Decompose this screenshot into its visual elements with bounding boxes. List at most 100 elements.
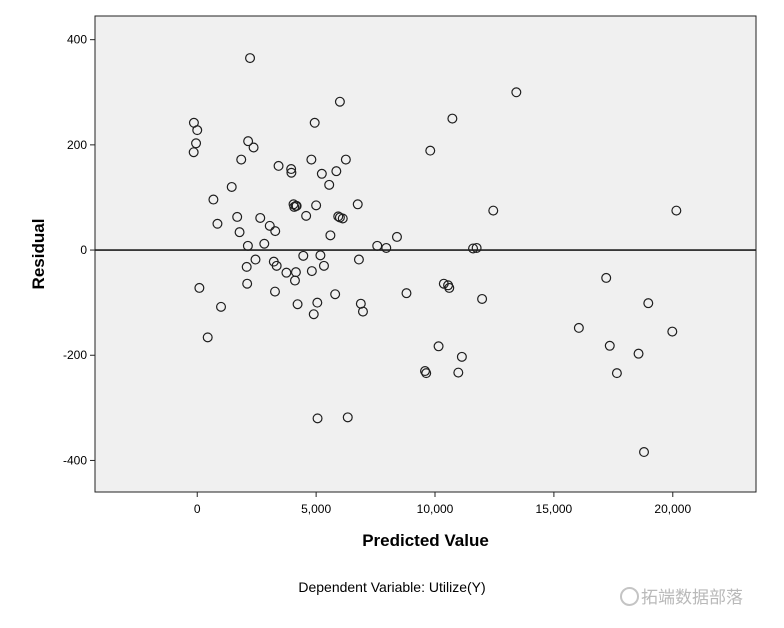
y-tick-label: 200 bbox=[67, 138, 87, 152]
data-point bbox=[667, 326, 678, 337]
watermark-text: 拓端数据部落 bbox=[641, 588, 743, 608]
data-point bbox=[468, 243, 479, 254]
plot-area bbox=[94, 15, 757, 493]
data-point bbox=[671, 205, 682, 216]
x-tick-label: 5,000 bbox=[301, 502, 331, 516]
data-point bbox=[330, 289, 341, 300]
data-point bbox=[308, 309, 319, 320]
data-point bbox=[433, 341, 444, 352]
data-point bbox=[271, 260, 282, 271]
data-point bbox=[444, 282, 455, 293]
data-point bbox=[401, 288, 412, 299]
data-point bbox=[273, 160, 284, 171]
data-point bbox=[334, 96, 345, 107]
data-point bbox=[331, 166, 342, 177]
data-point bbox=[604, 340, 615, 351]
data-point bbox=[298, 250, 309, 261]
data-point bbox=[188, 147, 199, 158]
data-point bbox=[318, 260, 329, 271]
x-axis-title: Predicted Value bbox=[362, 531, 489, 550]
data-point bbox=[194, 282, 205, 293]
data-point bbox=[250, 254, 261, 265]
data-point bbox=[447, 113, 458, 124]
data-point bbox=[453, 367, 464, 378]
data-point bbox=[381, 242, 392, 253]
data-point bbox=[212, 218, 223, 229]
data-point bbox=[471, 242, 482, 253]
data-point bbox=[306, 266, 317, 277]
data-point bbox=[312, 413, 323, 424]
data-point bbox=[291, 200, 302, 211]
data-points bbox=[188, 53, 682, 458]
data-point bbox=[264, 220, 275, 231]
data-point bbox=[511, 87, 522, 98]
data-point bbox=[342, 412, 353, 423]
data-point bbox=[226, 181, 237, 192]
data-point bbox=[292, 299, 303, 310]
data-point bbox=[270, 226, 281, 237]
data-point bbox=[202, 332, 213, 343]
data-point bbox=[337, 213, 348, 224]
data-point bbox=[245, 53, 256, 64]
data-point bbox=[316, 168, 327, 179]
data-point bbox=[324, 179, 335, 190]
data-point bbox=[353, 254, 364, 265]
data-point bbox=[456, 351, 467, 362]
wechat-logo-icon bbox=[620, 587, 639, 606]
axes-layer: -400 -200 0 200 400 0 5,000 10,000 15,000 20,000 bbox=[63, 33, 691, 516]
data-point bbox=[340, 154, 351, 165]
data-point bbox=[421, 368, 432, 379]
data-point bbox=[243, 136, 254, 147]
data-point bbox=[477, 293, 488, 304]
data-point bbox=[488, 205, 499, 216]
y-tick-label: -200 bbox=[63, 348, 87, 362]
data-point bbox=[633, 348, 644, 359]
data-point bbox=[192, 125, 203, 136]
data-point bbox=[259, 238, 270, 249]
x-tick-label: 10,000 bbox=[417, 502, 454, 516]
y-tick-label: 400 bbox=[67, 33, 87, 47]
data-point bbox=[242, 278, 253, 289]
data-point bbox=[311, 200, 322, 211]
data-point bbox=[420, 366, 431, 377]
data-point bbox=[643, 298, 654, 309]
data-point bbox=[301, 210, 312, 221]
data-point bbox=[312, 297, 323, 308]
data-point bbox=[248, 142, 259, 153]
data-point bbox=[601, 272, 612, 283]
data-point bbox=[325, 230, 336, 241]
data-point bbox=[255, 212, 266, 223]
data-point bbox=[611, 368, 622, 379]
x-tick-label: 15,000 bbox=[536, 502, 573, 516]
data-point bbox=[639, 447, 650, 458]
data-point bbox=[391, 231, 402, 242]
data-point bbox=[208, 194, 219, 205]
data-point bbox=[333, 211, 344, 222]
x-tick-label: 20,000 bbox=[654, 502, 691, 516]
data-point bbox=[281, 267, 292, 278]
data-point bbox=[573, 322, 584, 333]
x-tick-label: 0 bbox=[194, 502, 201, 516]
data-point bbox=[191, 138, 202, 149]
data-point bbox=[286, 164, 297, 175]
data-point bbox=[242, 240, 253, 251]
dependent-variable-footnote: Dependent Variable: Utilize(Y) bbox=[298, 579, 486, 595]
data-point bbox=[372, 240, 383, 251]
data-point bbox=[216, 301, 227, 312]
data-point bbox=[241, 261, 252, 272]
y-axis-title: Residual bbox=[29, 219, 48, 290]
data-point bbox=[232, 211, 243, 222]
data-point bbox=[286, 167, 297, 178]
data-point bbox=[236, 154, 247, 165]
data-point bbox=[269, 286, 280, 297]
data-point bbox=[425, 145, 436, 156]
data-point bbox=[290, 267, 301, 278]
data-point bbox=[306, 154, 317, 165]
data-point bbox=[309, 117, 320, 128]
data-point bbox=[357, 306, 368, 317]
watermark: 拓端数据部落 bbox=[620, 583, 743, 608]
data-point bbox=[315, 250, 326, 261]
y-tick-label: 0 bbox=[80, 243, 87, 257]
data-point bbox=[234, 227, 245, 238]
